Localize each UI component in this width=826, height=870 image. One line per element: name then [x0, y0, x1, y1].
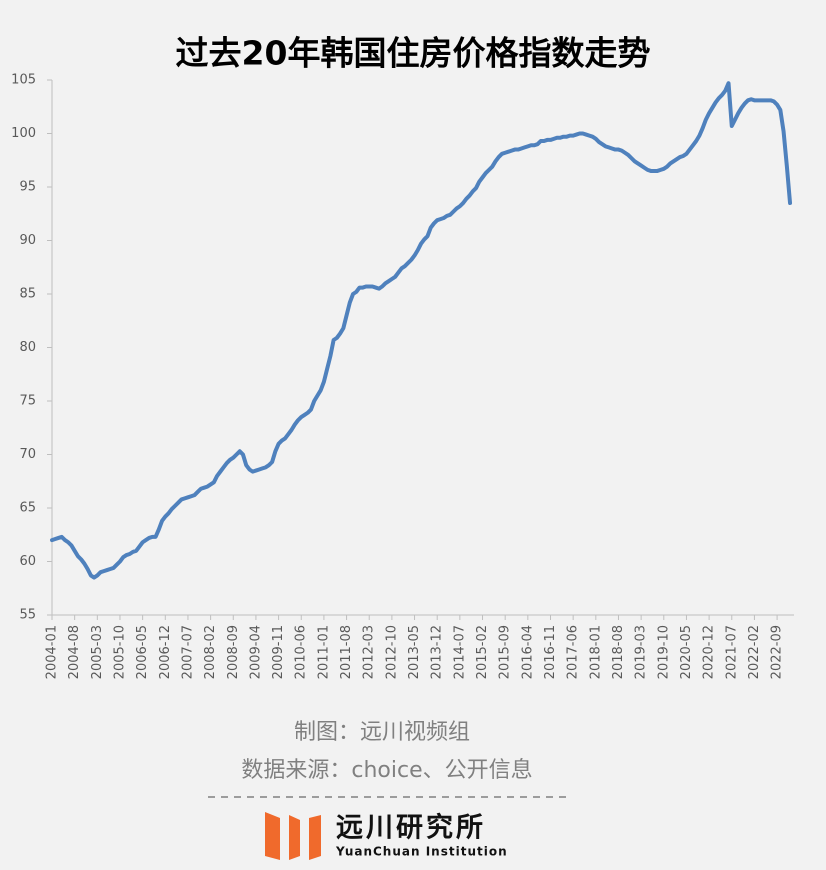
logo-subtitle: YuanChuan Institution	[335, 845, 508, 859]
x-tick-label: 2018-01	[588, 625, 603, 679]
y-tick-label: 65	[19, 501, 36, 516]
x-tick-label: 2015-02	[475, 625, 490, 679]
x-tick-label: 2013-05	[407, 625, 422, 679]
x-tick-label: 2016-11	[543, 625, 558, 679]
x-tick-label: 2006-05	[135, 625, 150, 679]
x-tick-label: 2017-06	[566, 625, 581, 679]
y-tick-label: 55	[19, 608, 36, 623]
logo-name: 远川研究所	[336, 812, 486, 844]
logo-icon	[265, 812, 321, 860]
x-tick-label: 2006-12	[158, 625, 173, 679]
x-tick-label: 2009-04	[248, 625, 263, 679]
x-tick-label: 2004-08	[67, 625, 82, 679]
y-tick-label: 75	[19, 394, 36, 409]
x-tick-label: 2012-10	[384, 625, 399, 679]
credit: 制图：远川视频组	[294, 720, 470, 745]
x-tick-label: 2022-02	[747, 625, 762, 679]
x-tick-label: 2008-09	[226, 625, 241, 679]
x-tick-label: 2010-06	[294, 625, 309, 679]
x-tick-label: 2004-01	[45, 625, 60, 679]
x-tick-label: 2008-02	[203, 625, 218, 679]
plot-area: 55 60 65 70 75 80 85 90 95 100 105 2004-01 2004-08 20…	[11, 73, 794, 679]
y-tick-label: 90	[19, 233, 36, 248]
x-tick-label: 2020-12	[702, 625, 717, 679]
x-tick-label: 2014-07	[452, 625, 467, 679]
x-tick-label: 2007-07	[180, 625, 195, 679]
x-tick-label: 2013-12	[430, 625, 445, 679]
x-tick-label: 2022-09	[770, 625, 785, 679]
y-tick-label: 100	[11, 126, 36, 141]
x-tick-label: 2005-10	[112, 625, 127, 679]
x-tick-label: 2011-08	[339, 625, 354, 679]
x-tick-label: 2011-01	[316, 625, 331, 679]
y-tick-label: 95	[19, 180, 36, 195]
x-tick-label: 2021-07	[724, 625, 739, 679]
y-tick-label: 85	[19, 287, 36, 302]
y-tick-label: 105	[11, 73, 36, 88]
x-tick-label: 2005-03	[90, 625, 105, 679]
y-tick-label: 70	[19, 447, 36, 462]
x-tick-label: 2009-11	[271, 625, 286, 679]
y-tick-label: 80	[19, 340, 36, 355]
x-tick-label: 2020-05	[679, 625, 694, 679]
data-line	[50, 81, 793, 580]
y-tick-label: 60	[19, 554, 36, 569]
chart-title: 过去20年韩国住房价格指数走势	[176, 34, 651, 73]
source: 数据来源：choice、公开信息	[241, 758, 532, 783]
x-tick-label: 2019-10	[656, 625, 671, 679]
x-tick-label: 2019-03	[634, 625, 649, 679]
x-tick-label: 2012-03	[362, 625, 377, 679]
x-tick-label: 2016-04	[520, 625, 535, 679]
x-tick-label: 2018-08	[611, 625, 626, 679]
x-tick-label: 2015-09	[498, 625, 513, 679]
